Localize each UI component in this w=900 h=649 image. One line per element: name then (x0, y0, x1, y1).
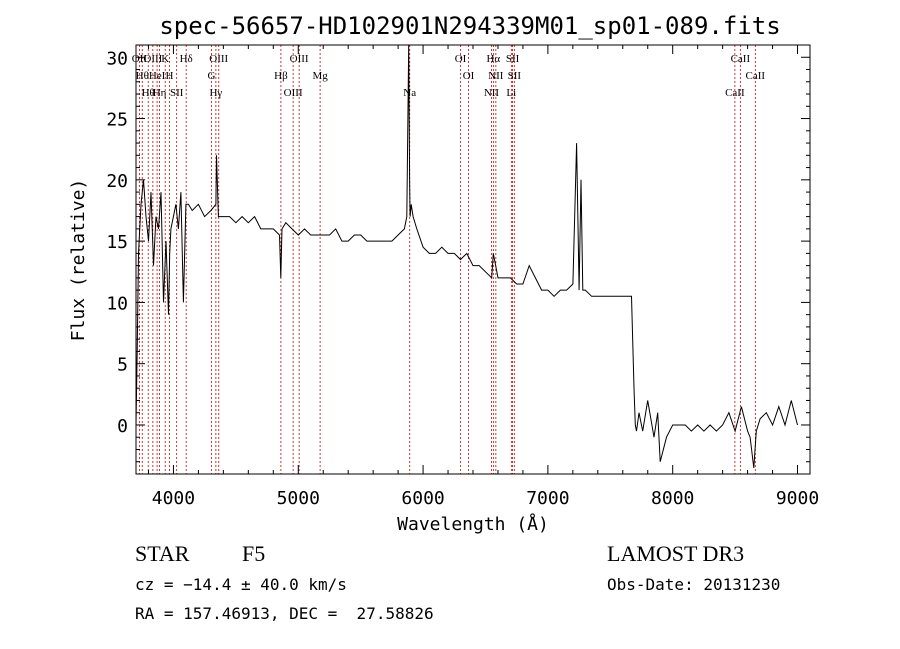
line-label: SII (170, 87, 184, 99)
line-label: Hδ (180, 53, 193, 65)
line-label: SII (506, 53, 520, 65)
x-axis-ticks: 4000 5000 6000 7000 8000 9000 (147, 45, 819, 509)
y-tick-label: 0 (117, 416, 128, 437)
y-axis-label: Flux (relative) (68, 179, 89, 342)
y-tick-label: 15 (106, 232, 128, 253)
y-tick-label: 25 (106, 110, 128, 131)
line-label: CaII (746, 70, 766, 82)
x-tick-label: 5000 (277, 488, 320, 509)
y-tick-label: 5 (117, 355, 128, 376)
line-label: OI (463, 70, 475, 82)
x-tick-label: 9000 (776, 488, 819, 509)
x-axis-label: Wavelength (Å) (397, 513, 549, 535)
line-label: OIII (209, 53, 228, 65)
x-tick-label: 6000 (401, 488, 444, 509)
spectrum-line (136, 45, 798, 468)
x-tick-label: 8000 (651, 488, 694, 509)
survey-name: LAMOST DR3 (607, 541, 744, 566)
line-label: SII (508, 70, 522, 82)
plot-frame (135, 44, 811, 475)
spectral-line-markers (138, 45, 756, 474)
line-label: H (165, 70, 173, 82)
line-label: G (208, 70, 216, 82)
x-tick-label: 7000 (526, 488, 569, 509)
line-label: OIII (284, 87, 303, 99)
observation-date: Obs-Date: 20131230 (607, 575, 780, 594)
line-label: Li (506, 87, 516, 99)
line-label: NII (484, 87, 500, 99)
line-label: Mg (312, 70, 328, 82)
y-tick-label: 10 (106, 293, 128, 314)
redshift-value: cz = −14.4 ± 40.0 km/s (135, 575, 347, 594)
line-label: Hθ (136, 70, 149, 82)
line-label: CaII (725, 87, 745, 99)
line-label: Hα (486, 53, 500, 65)
line-label: Na (403, 87, 416, 99)
line-label: OIII (290, 53, 309, 65)
y-axis-ticks: 0 5 10 15 20 25 30 (106, 44, 810, 463)
y-tick-label: 20 (106, 171, 128, 192)
line-label: CaII (731, 53, 751, 65)
object-class: STAR (135, 541, 190, 566)
line-label: Hη (153, 87, 167, 99)
spectral-line-labels: OIIHθHθOIIIHeIHηKHSIIHδGHγOIIIHβOIIIOIII… (132, 53, 766, 99)
plot-area: OIIHθHθOIIIHeIHηKHSIIHδGHγOIIIHβOIIIOIII… (106, 44, 819, 509)
line-label: OIII (143, 53, 162, 65)
line-label: K (161, 53, 169, 65)
line-label: OI (455, 53, 467, 65)
y-tick-label: 30 (106, 48, 128, 69)
spectral-subclass: F5 (242, 541, 265, 566)
line-label: Hγ (209, 87, 222, 99)
line-label: HeI (149, 70, 166, 82)
x-tick-label: 4000 (152, 488, 195, 509)
line-label: NII (488, 70, 504, 82)
line-label: Hθ (142, 87, 155, 99)
line-label: Hβ (274, 70, 288, 82)
coordinates: RA = 157.46913, DEC = 27.58826 (135, 604, 434, 623)
chart-title: spec-56657-HD102901N294339M01_sp01-089.f… (159, 12, 780, 40)
